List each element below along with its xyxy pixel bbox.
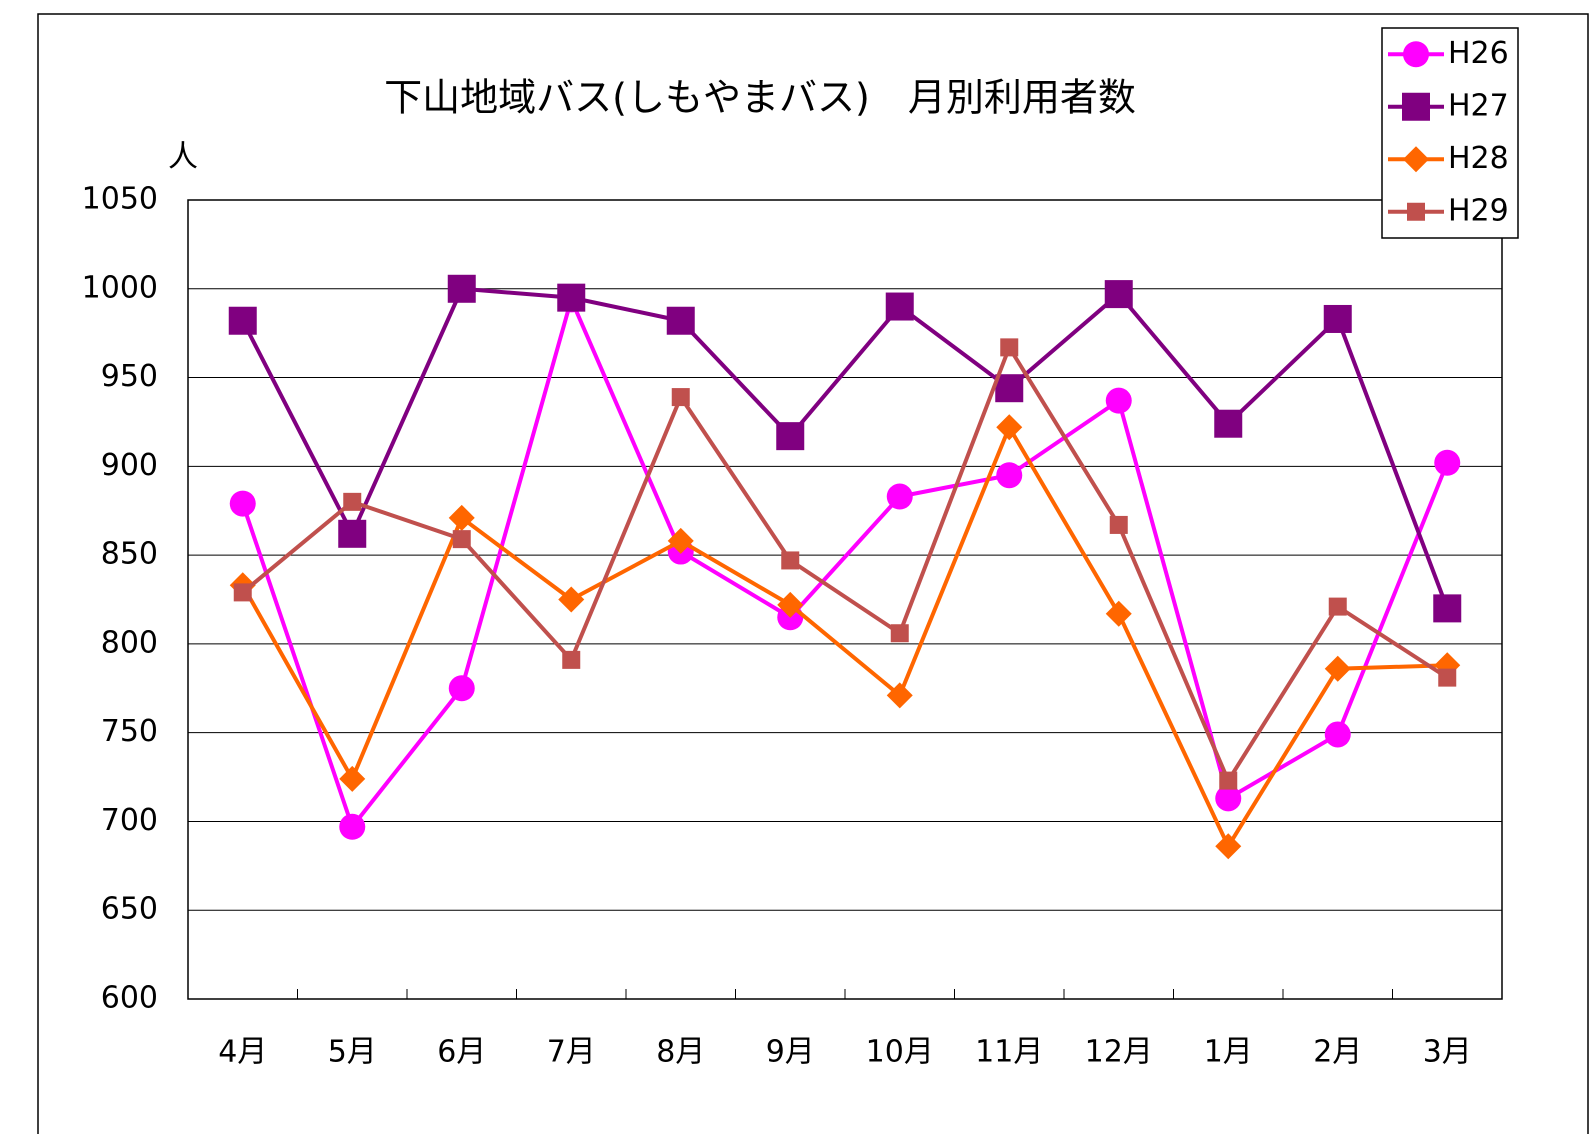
legend-label: H28: [1448, 141, 1509, 176]
marker: [996, 462, 1023, 489]
marker: [1328, 597, 1347, 616]
y-tick-label: 600: [101, 981, 158, 1016]
legend-label: H27: [1448, 88, 1509, 123]
marker: [1000, 338, 1019, 357]
y-tick-label: 650: [101, 892, 158, 927]
x-tick-label: 3月: [1423, 1035, 1472, 1070]
y-tick-label: 750: [101, 714, 158, 749]
x-tick-label: 11月: [975, 1035, 1043, 1070]
marker: [1215, 785, 1242, 812]
y-tick-label: 950: [101, 359, 158, 394]
series-line: [241, 422, 1448, 851]
x-tick-label: 7月: [547, 1035, 596, 1070]
marker: [885, 292, 914, 321]
marker: [448, 675, 475, 702]
x-tick-label: 5月: [328, 1035, 377, 1070]
marker: [777, 591, 804, 618]
marker: [447, 274, 476, 303]
marker: [781, 551, 800, 570]
marker: [890, 624, 909, 643]
marker: [1433, 594, 1462, 623]
marker: [339, 765, 366, 792]
marker: [339, 813, 366, 840]
marker: [1109, 515, 1128, 534]
marker: [886, 483, 913, 510]
marker: [558, 586, 585, 613]
marker: [448, 504, 475, 531]
y-tick-label: 900: [101, 448, 158, 483]
marker: [1104, 280, 1133, 309]
marker: [228, 306, 257, 335]
marker: [343, 492, 362, 511]
x-tick-label: 8月: [656, 1035, 705, 1070]
marker: [667, 527, 694, 554]
marker: [452, 530, 471, 549]
marker: [995, 374, 1024, 403]
marker: [229, 490, 256, 517]
marker: [1438, 668, 1457, 687]
y-tick-label: 1000: [82, 270, 158, 305]
marker: [1215, 833, 1242, 860]
y-axis-label: 人: [168, 140, 198, 175]
x-tick-label: 12月: [1085, 1035, 1153, 1070]
marker: [1219, 771, 1238, 790]
x-tick-label: 10月: [866, 1035, 934, 1070]
legend: H26 H27 H28 H29: [1381, 27, 1519, 239]
marker: [562, 650, 581, 669]
series-line: [240, 293, 1450, 831]
x-tick-label: 4月: [218, 1035, 267, 1070]
marker: [338, 519, 367, 548]
marker: [1324, 655, 1351, 682]
marker: [671, 388, 690, 407]
legend-label: H26: [1448, 36, 1509, 71]
y-tick-label: 700: [101, 803, 158, 838]
marker: [1105, 387, 1132, 414]
legend-box: [1381, 27, 1519, 239]
legend-marker: [1403, 146, 1429, 173]
legend-marker: [1402, 92, 1430, 121]
marker: [886, 682, 913, 709]
legend-label: H29: [1448, 193, 1509, 228]
marker: [1214, 409, 1243, 438]
chart-title: 下山地域バス(しもやまバス) 月別利用者数: [384, 76, 1136, 120]
legend-marker: [1403, 41, 1429, 68]
marker: [666, 306, 695, 335]
legend-marker: [1407, 202, 1425, 221]
x-tick-label: 1月: [1204, 1035, 1253, 1070]
marker: [1434, 449, 1461, 476]
x-tick-label: 2月: [1313, 1035, 1362, 1070]
y-tick-label: 800: [101, 625, 158, 660]
x-tick-label: 9月: [766, 1035, 815, 1070]
marker: [557, 283, 586, 312]
series-line: [240, 286, 1450, 610]
marker: [233, 583, 252, 602]
marker: [1323, 304, 1352, 333]
marker: [1324, 721, 1351, 748]
x-tick-label: 6月: [437, 1035, 486, 1070]
y-tick-label: 1050: [82, 182, 158, 217]
marker: [996, 414, 1023, 441]
marker: [1105, 600, 1132, 627]
marker: [776, 422, 805, 451]
y-tick-label: 850: [101, 537, 158, 572]
series-line: [241, 342, 1449, 785]
